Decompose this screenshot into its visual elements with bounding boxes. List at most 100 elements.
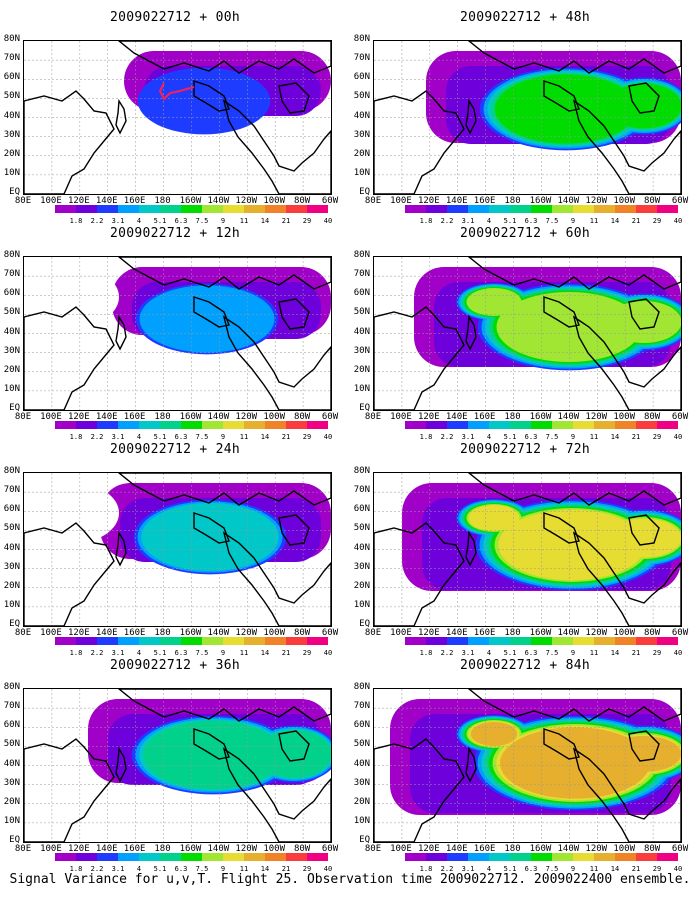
- colorbar-swatch: [552, 637, 573, 645]
- latitude-tick-label: 80N: [353, 250, 370, 260]
- longitude-tick-label: 80W: [643, 196, 661, 206]
- longitude-tick-label: 160E: [473, 196, 496, 206]
- longitude-tick-label: 80E: [14, 628, 32, 638]
- longitude-tick-label: 80W: [643, 412, 661, 422]
- longitude-tick-label: 100W: [263, 412, 286, 422]
- longitude-tick-label: 160W: [179, 844, 202, 854]
- colorbar-swatch: [657, 421, 678, 429]
- colorbar-label: 5.1: [153, 649, 167, 657]
- colorbar-label: 3.1: [111, 865, 125, 873]
- longitude-tick-label: 160E: [123, 628, 146, 638]
- colorbar-swatch: [636, 205, 657, 213]
- latitude-tick-label: 60N: [353, 504, 370, 515]
- colorbar-label: 5.1: [153, 865, 167, 873]
- colorbar-label: 9: [220, 217, 226, 225]
- colorbar-label: 5.1: [503, 649, 517, 657]
- colorbar-label: 7.5: [545, 433, 559, 441]
- longitude-tick-label: 140W: [207, 196, 230, 206]
- colorbar-label: 40: [323, 865, 333, 873]
- longitude-tick-label: 100E: [390, 412, 412, 422]
- colorbar-label: 4: [136, 649, 142, 657]
- map-panel: 2009022712 + 84h 80N 70N 60N 50N 40N 30N 20N 10N…: [350, 648, 700, 873]
- longitude-tick-label: 140W: [207, 628, 230, 638]
- colorbar: [405, 421, 678, 429]
- latitude-tick-label: 70N: [353, 53, 370, 64]
- colorbar-label: 9: [570, 865, 576, 873]
- panel-title: 2009022712 + 60h: [459, 226, 591, 241]
- longitude-tick-label: 120E: [67, 844, 90, 854]
- colorbar-swatch: [468, 637, 489, 645]
- longitude-tick-label: 180: [154, 628, 171, 638]
- colorbar-label: 5.1: [503, 217, 517, 225]
- colorbar-label: 29: [652, 865, 662, 873]
- colorbar-swatch: [405, 853, 426, 861]
- latitude-tick-label: 50N: [353, 307, 370, 318]
- colorbar-label: 40: [323, 433, 333, 441]
- colorbar-label: 11: [589, 865, 599, 873]
- colorbar-label: 11: [589, 433, 599, 441]
- colorbar-swatch: [468, 421, 489, 429]
- longitude-tick-label: 160W: [529, 196, 552, 206]
- colorbar-label: 29: [652, 649, 662, 657]
- longitude-tick-label: 100W: [613, 412, 636, 422]
- colorbar-swatch: [118, 853, 139, 861]
- longitude-tick-label: 120E: [67, 196, 90, 206]
- colorbar-label: 14: [260, 649, 270, 657]
- longitude-tick-label: 120W: [235, 844, 258, 854]
- latitude-tick-label: 70N: [3, 485, 20, 496]
- longitude-tick-label: 120E: [417, 412, 440, 422]
- panel-title: 2009022712 + 00h: [109, 10, 241, 25]
- longitude-tick-label: 160E: [123, 844, 146, 854]
- colorbar-swatch: [594, 637, 615, 645]
- latitude-tick-label: 70N: [353, 269, 370, 280]
- latitude-tick-label: 10N: [3, 383, 20, 394]
- colorbar-swatch: [307, 205, 328, 213]
- longitude-tick-label: 80W: [293, 412, 311, 422]
- colorbar-label: 21: [631, 433, 641, 441]
- longitude-tick-label: 60W: [671, 196, 689, 206]
- colorbar-swatch: [636, 853, 657, 861]
- latitude-tick-label: 30N: [3, 777, 20, 788]
- colorbar-swatch: [489, 421, 510, 429]
- colorbar-swatch: [447, 421, 468, 429]
- latitude-tick-label: 20N: [3, 796, 20, 807]
- colorbar-label: 7.5: [195, 217, 209, 225]
- colorbar-label: 4: [486, 865, 492, 873]
- colorbar-swatch: [97, 637, 118, 645]
- colorbar-swatch: [76, 853, 97, 861]
- colorbar-swatch: [531, 421, 552, 429]
- latitude-tick-label: EQ: [9, 403, 20, 413]
- colorbar-label: 6.3: [524, 433, 538, 441]
- colorbar-label: 3.1: [461, 433, 475, 441]
- colorbar-label: 14: [610, 433, 620, 441]
- colorbar-label: 7.5: [195, 865, 209, 873]
- longitude-tick-label: 160E: [473, 412, 496, 422]
- colorbar-label: 2.2: [90, 649, 104, 657]
- latitude-tick-label: 30N: [3, 129, 20, 140]
- colorbar-swatch: [426, 853, 447, 861]
- map-panel: 2009022712 + 24h 80N 70N 60N 50N 40N 30N 20N 10N…: [0, 432, 350, 657]
- colorbar-label: 2.2: [440, 865, 454, 873]
- panel-title: 2009022712 + 84h: [459, 658, 591, 673]
- longitude-tick-label: 180: [504, 196, 521, 206]
- latitude-tick-label: EQ: [359, 619, 370, 629]
- colorbar-label: 1.8: [419, 433, 433, 441]
- colorbar-swatch: [489, 853, 510, 861]
- colorbar-swatch: [426, 421, 447, 429]
- colorbar-swatch: [615, 853, 636, 861]
- colorbar-label: 5.1: [153, 217, 167, 225]
- latitude-tick-label: 80N: [353, 34, 370, 44]
- colorbar-swatch: [615, 205, 636, 213]
- map-panel: 2009022712 + 12h 80N 70N 60N 50N 40N 30N 20N 10N…: [0, 216, 350, 441]
- colorbar-swatch: [97, 421, 118, 429]
- longitude-tick-label: 100W: [613, 844, 636, 854]
- colorbar-swatch: [447, 205, 468, 213]
- colorbar-label: 11: [239, 217, 249, 225]
- colorbar-label: 14: [610, 217, 620, 225]
- latitude-tick-label: EQ: [9, 619, 20, 629]
- colorbar-swatch: [118, 205, 139, 213]
- figure-caption: Signal Variance for u,v,T. Flight 25. Ob…: [9, 872, 691, 887]
- colorbar: [55, 421, 328, 429]
- colorbar-swatch: [510, 421, 531, 429]
- panel-title: 2009022712 + 12h: [109, 226, 241, 241]
